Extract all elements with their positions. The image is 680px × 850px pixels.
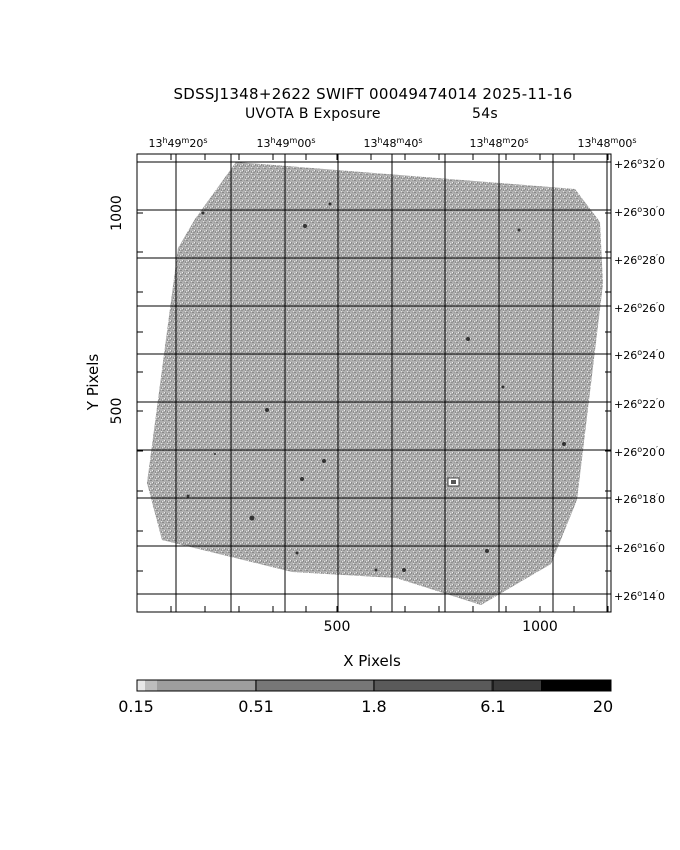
dec-tick-label: +26o16′0 bbox=[614, 541, 665, 555]
colorbar-label: 0.15 bbox=[118, 697, 154, 716]
dec-tick-label: +26o30′0 bbox=[614, 205, 665, 219]
source-markers bbox=[186, 202, 566, 572]
point-source bbox=[249, 515, 255, 521]
colorbar-segment bbox=[491, 680, 541, 691]
plot-frame bbox=[136, 153, 612, 613]
point-source bbox=[214, 453, 216, 455]
colorbar bbox=[136, 679, 612, 692]
y-tick-label: 500 bbox=[109, 397, 125, 425]
axis-ticks bbox=[136, 154, 611, 612]
colorbar-label: 0.51 bbox=[238, 697, 274, 716]
point-source bbox=[562, 442, 566, 446]
plot-subtitle: UVOTA B Exposure bbox=[245, 106, 381, 122]
colorbar-label: 1.8 bbox=[361, 697, 387, 716]
y-axis-label: Y Pixels bbox=[84, 353, 102, 411]
ra-tick-label: 13h48m20s bbox=[469, 136, 529, 150]
colorbar-segment bbox=[373, 680, 491, 691]
colorbar-segment bbox=[255, 680, 373, 691]
dec-tick-label: +26o26′0 bbox=[614, 301, 665, 315]
colorbar-segment bbox=[145, 680, 157, 691]
x-tick-label: 1000 bbox=[522, 619, 558, 635]
colorbar-label: 20 bbox=[592, 697, 614, 716]
colorbar-segment bbox=[541, 680, 611, 691]
point-source bbox=[328, 202, 332, 206]
point-source bbox=[186, 494, 190, 498]
colorbar-segment bbox=[137, 680, 145, 691]
ra-tick-label: 13h49m20s bbox=[148, 136, 208, 150]
coordinate-grid bbox=[137, 154, 611, 612]
x-axis-label: X Pixels bbox=[343, 652, 401, 670]
dec-tick-label: +26o20′0 bbox=[614, 445, 665, 459]
saturated-source-core bbox=[451, 480, 456, 484]
point-source bbox=[374, 568, 378, 572]
point-source bbox=[501, 385, 505, 389]
colorbar-label: 6.1 bbox=[480, 697, 506, 716]
point-source bbox=[265, 408, 269, 412]
colorbar-segment bbox=[157, 680, 255, 691]
dec-tick-label: +26o22′0 bbox=[614, 397, 665, 411]
point-source bbox=[303, 224, 307, 228]
point-source bbox=[402, 568, 406, 572]
point-source bbox=[201, 211, 205, 215]
point-source bbox=[300, 477, 304, 481]
ra-tick-label: 13h49m00s bbox=[256, 136, 316, 150]
point-source bbox=[517, 228, 521, 232]
point-source bbox=[322, 459, 326, 463]
ra-tick-label: 13h48m40s bbox=[363, 136, 423, 150]
dec-tick-label: +26o18′0 bbox=[614, 492, 665, 506]
dec-tick-label: +26o32′0 bbox=[614, 157, 665, 171]
point-source bbox=[295, 551, 299, 555]
exposure-time: 54s bbox=[472, 106, 499, 122]
plot-title: SDSSJ1348+2622 SWIFT 00049474014 2025-11… bbox=[173, 85, 573, 103]
dec-tick-label: +26o24′0 bbox=[614, 348, 665, 362]
exposure-field bbox=[147, 162, 603, 605]
ra-tick-label: 13h48m00s bbox=[577, 136, 637, 150]
dec-tick-label: +26o14′0 bbox=[614, 589, 665, 603]
point-source bbox=[485, 549, 489, 553]
y-tick-label: 1000 bbox=[109, 195, 125, 231]
dec-tick-label: +26o28′0 bbox=[614, 253, 665, 267]
x-tick-label: 500 bbox=[323, 619, 351, 635]
point-source bbox=[466, 337, 470, 341]
